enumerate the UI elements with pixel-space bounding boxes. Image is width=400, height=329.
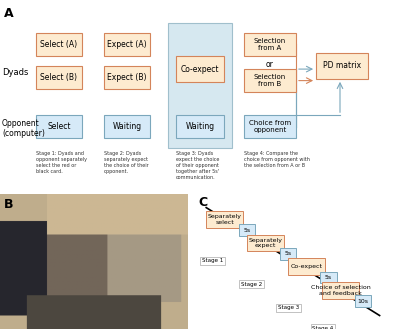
FancyBboxPatch shape (104, 66, 150, 89)
FancyBboxPatch shape (244, 33, 296, 56)
FancyBboxPatch shape (355, 295, 372, 307)
Text: Co-expect: Co-expect (290, 264, 322, 269)
FancyBboxPatch shape (280, 248, 296, 260)
FancyBboxPatch shape (104, 33, 150, 56)
Text: Opponent
(computer): Opponent (computer) (2, 119, 45, 138)
Text: Expect (A): Expect (A) (107, 40, 147, 49)
FancyBboxPatch shape (36, 33, 82, 56)
Text: Choice of selection
and feedback: Choice of selection and feedback (311, 285, 371, 296)
Text: Stage 2: Stage 2 (241, 282, 262, 287)
Text: Separately
expect: Separately expect (248, 238, 282, 248)
FancyBboxPatch shape (244, 69, 296, 92)
FancyBboxPatch shape (206, 211, 243, 228)
Text: Stage 4: Stage 4 (312, 326, 334, 329)
Text: Stage 2: Dyads
separately expect
the choice of their
opponent.: Stage 2: Dyads separately expect the cho… (104, 151, 149, 174)
Text: Dyads: Dyads (2, 68, 28, 77)
Text: Select: Select (47, 122, 71, 131)
FancyBboxPatch shape (247, 235, 284, 251)
Text: Selection
from B: Selection from B (254, 74, 286, 87)
FancyBboxPatch shape (36, 115, 82, 138)
Text: or: or (266, 60, 274, 69)
FancyBboxPatch shape (244, 115, 296, 138)
Text: 5s: 5s (325, 275, 332, 280)
FancyBboxPatch shape (36, 66, 82, 89)
Bar (168, 23, 232, 148)
Text: Waiting: Waiting (112, 122, 142, 131)
Text: 10s: 10s (358, 299, 369, 304)
FancyBboxPatch shape (322, 282, 359, 299)
Text: A: A (4, 7, 14, 20)
Text: 5s: 5s (244, 228, 250, 233)
FancyBboxPatch shape (176, 56, 224, 82)
Text: Stage 4: Compare the
choice from opponent with
the selection from A or B: Stage 4: Compare the choice from opponen… (244, 151, 310, 168)
Text: Expect (B): Expect (B) (107, 73, 147, 82)
Text: 5s: 5s (284, 251, 291, 257)
Text: Co-expect: Co-expect (181, 64, 219, 74)
Text: Choice from
opponent: Choice from opponent (249, 120, 291, 133)
Text: Waiting: Waiting (186, 122, 214, 131)
Text: Stage 1: Stage 1 (202, 258, 223, 263)
Text: Select (A): Select (A) (40, 40, 78, 49)
Text: Stage 1: Dyads and
opponent separately
select the red or
black card.: Stage 1: Dyads and opponent separately s… (36, 151, 87, 174)
Text: B: B (4, 198, 13, 211)
FancyBboxPatch shape (316, 53, 368, 79)
Text: Selection
from A: Selection from A (254, 38, 286, 51)
FancyBboxPatch shape (104, 115, 150, 138)
Text: Select (B): Select (B) (40, 73, 78, 82)
FancyBboxPatch shape (288, 258, 324, 275)
Text: Stage 3: Dyads
expect the choice
of their opponent
together after 5s'
communicat: Stage 3: Dyads expect the choice of thei… (176, 151, 219, 180)
FancyBboxPatch shape (320, 272, 337, 284)
Text: Stage 3: Stage 3 (278, 305, 299, 310)
FancyBboxPatch shape (176, 115, 224, 138)
Text: C: C (198, 196, 207, 209)
Text: Separately
select: Separately select (208, 214, 242, 225)
FancyBboxPatch shape (239, 224, 255, 236)
Text: PD matrix: PD matrix (323, 61, 361, 70)
